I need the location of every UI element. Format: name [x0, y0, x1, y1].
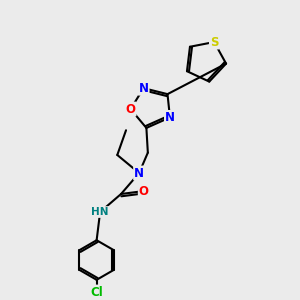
- Text: N: N: [134, 167, 144, 179]
- Text: N: N: [165, 111, 175, 124]
- Text: N: N: [139, 82, 148, 95]
- Text: HN: HN: [92, 207, 109, 217]
- Text: O: O: [126, 103, 136, 116]
- Text: Cl: Cl: [90, 286, 103, 298]
- Text: O: O: [139, 184, 149, 198]
- Text: S: S: [210, 36, 218, 49]
